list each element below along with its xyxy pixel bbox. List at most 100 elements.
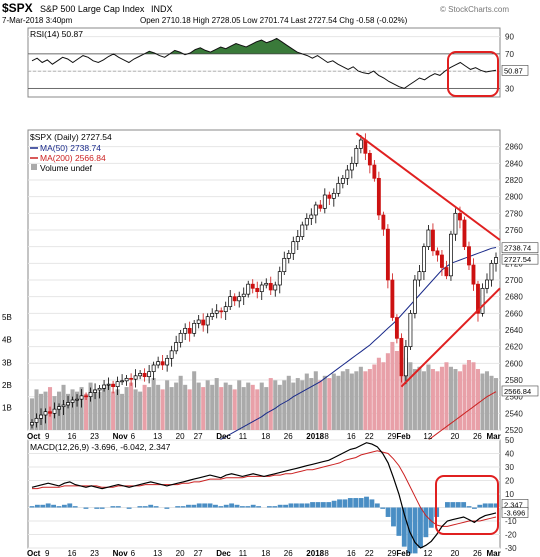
volume-bar xyxy=(160,389,165,430)
price-x-tick-label: 2018 xyxy=(306,432,324,441)
rsi-overbought-fill xyxy=(32,38,496,54)
candle-body xyxy=(426,229,431,248)
volume-bar xyxy=(192,371,197,430)
volume-bar xyxy=(70,389,75,430)
macd-x-tick-label: Feb xyxy=(396,549,410,557)
candle-body xyxy=(183,327,188,334)
macd-histogram-bar xyxy=(29,506,35,508)
macd-x-tick-label: 27 xyxy=(194,549,203,557)
volume-bar xyxy=(129,382,134,430)
candle-body xyxy=(246,283,251,295)
candle-body xyxy=(462,219,467,248)
candle-body xyxy=(106,383,111,386)
volume-bar xyxy=(196,382,201,430)
candle-body xyxy=(34,417,39,423)
macd-tick-label: 50 xyxy=(505,436,514,445)
macd-x-tick-label: 13 xyxy=(153,549,162,557)
candle-body xyxy=(367,152,372,166)
volume-bar xyxy=(34,389,39,430)
candle-body xyxy=(336,182,341,194)
macd-histogram-bar xyxy=(202,503,208,508)
macd-histogram-bar xyxy=(374,503,380,508)
macd-x-tick-label: 2018 xyxy=(306,549,324,557)
macd-histogram-bar xyxy=(175,506,181,508)
volume-bar xyxy=(322,375,327,430)
candle-body xyxy=(403,346,408,377)
price-x-tick-label: 20 xyxy=(176,432,185,441)
volume-bar xyxy=(84,393,89,430)
volume-bar xyxy=(219,387,224,430)
macd-histogram-bar xyxy=(115,506,121,508)
candle-body xyxy=(39,414,43,419)
candle-body xyxy=(340,177,345,184)
macd-histogram-bar xyxy=(229,503,235,508)
candle-body xyxy=(489,262,494,281)
macd-histogram-bar xyxy=(245,506,251,508)
volume-bar xyxy=(133,389,138,430)
candle-body xyxy=(449,233,453,277)
macd-histogram-bar xyxy=(40,504,46,508)
volume-bar xyxy=(313,371,318,430)
candle-body xyxy=(467,246,471,266)
candle-body xyxy=(331,192,336,199)
candle-body xyxy=(228,296,233,308)
volume-bar xyxy=(475,369,481,430)
candle-body xyxy=(408,312,413,348)
macd-histogram-bar xyxy=(186,504,191,508)
macd-x-tick-label: 9 xyxy=(45,549,50,557)
macd-histogram-bar xyxy=(223,504,229,508)
price-tick-label: 2760 xyxy=(505,226,523,235)
volume-bar xyxy=(394,350,399,430)
macd-tick-label: -30 xyxy=(505,544,517,553)
candle-body xyxy=(187,327,192,334)
watermark: © StockCharts.com xyxy=(440,5,509,14)
volume-bar xyxy=(282,380,287,430)
volume-bar xyxy=(147,387,152,430)
rsi-line xyxy=(31,37,497,89)
volume-bar xyxy=(237,380,242,430)
ma50-line xyxy=(207,247,497,448)
volume-bar xyxy=(471,362,476,430)
macd-histogram-bar xyxy=(142,506,148,508)
macd-histogram-bar xyxy=(272,506,278,508)
macd-histogram-bar xyxy=(428,507,434,528)
price-x-tick-label: 16 xyxy=(68,432,77,441)
macd-histogram-bar xyxy=(283,504,289,508)
volume-bar xyxy=(79,387,84,430)
macd-x-tick-label: 20 xyxy=(450,549,459,557)
candle-body xyxy=(214,310,219,314)
candle-body xyxy=(277,271,282,286)
macd-histogram-bar xyxy=(218,506,224,508)
macd-histogram-bar xyxy=(380,507,386,509)
candle-body xyxy=(385,228,390,281)
macd-histogram-bar xyxy=(391,507,396,527)
price-tick-label: 2520 xyxy=(505,426,523,435)
macd-histogram-bar xyxy=(288,503,294,508)
macd-tick-label: 30 xyxy=(505,463,514,472)
price-x-tick-label: Feb xyxy=(396,432,410,441)
candle-body xyxy=(79,395,84,400)
ohlc-readout: Open 2710.18 High 2728.05 Low 2701.74 La… xyxy=(140,16,408,25)
candle-body xyxy=(142,372,147,378)
volume-bar xyxy=(354,371,359,430)
macd-x-tick-label: 16 xyxy=(68,549,77,557)
macd-histogram-bar xyxy=(423,507,429,538)
candle-body xyxy=(97,387,102,391)
candle-body xyxy=(390,279,395,318)
candle-body xyxy=(358,139,363,149)
ma200-value-tag-box xyxy=(501,385,539,397)
volume-bar xyxy=(124,387,129,430)
candle-body xyxy=(156,361,161,366)
macd-histogram-bar xyxy=(61,504,67,508)
volume-bar xyxy=(457,371,462,430)
macd-hist-value: 2.347 xyxy=(504,500,523,509)
candle-body xyxy=(286,252,291,259)
volume-bar xyxy=(430,369,435,430)
volume-bar xyxy=(426,364,431,430)
volume-bar xyxy=(390,341,395,430)
macd-x-tick-label: 23 xyxy=(90,549,99,557)
volume-bar xyxy=(327,378,332,430)
candle-body xyxy=(43,411,48,416)
volume-bar xyxy=(408,362,413,430)
